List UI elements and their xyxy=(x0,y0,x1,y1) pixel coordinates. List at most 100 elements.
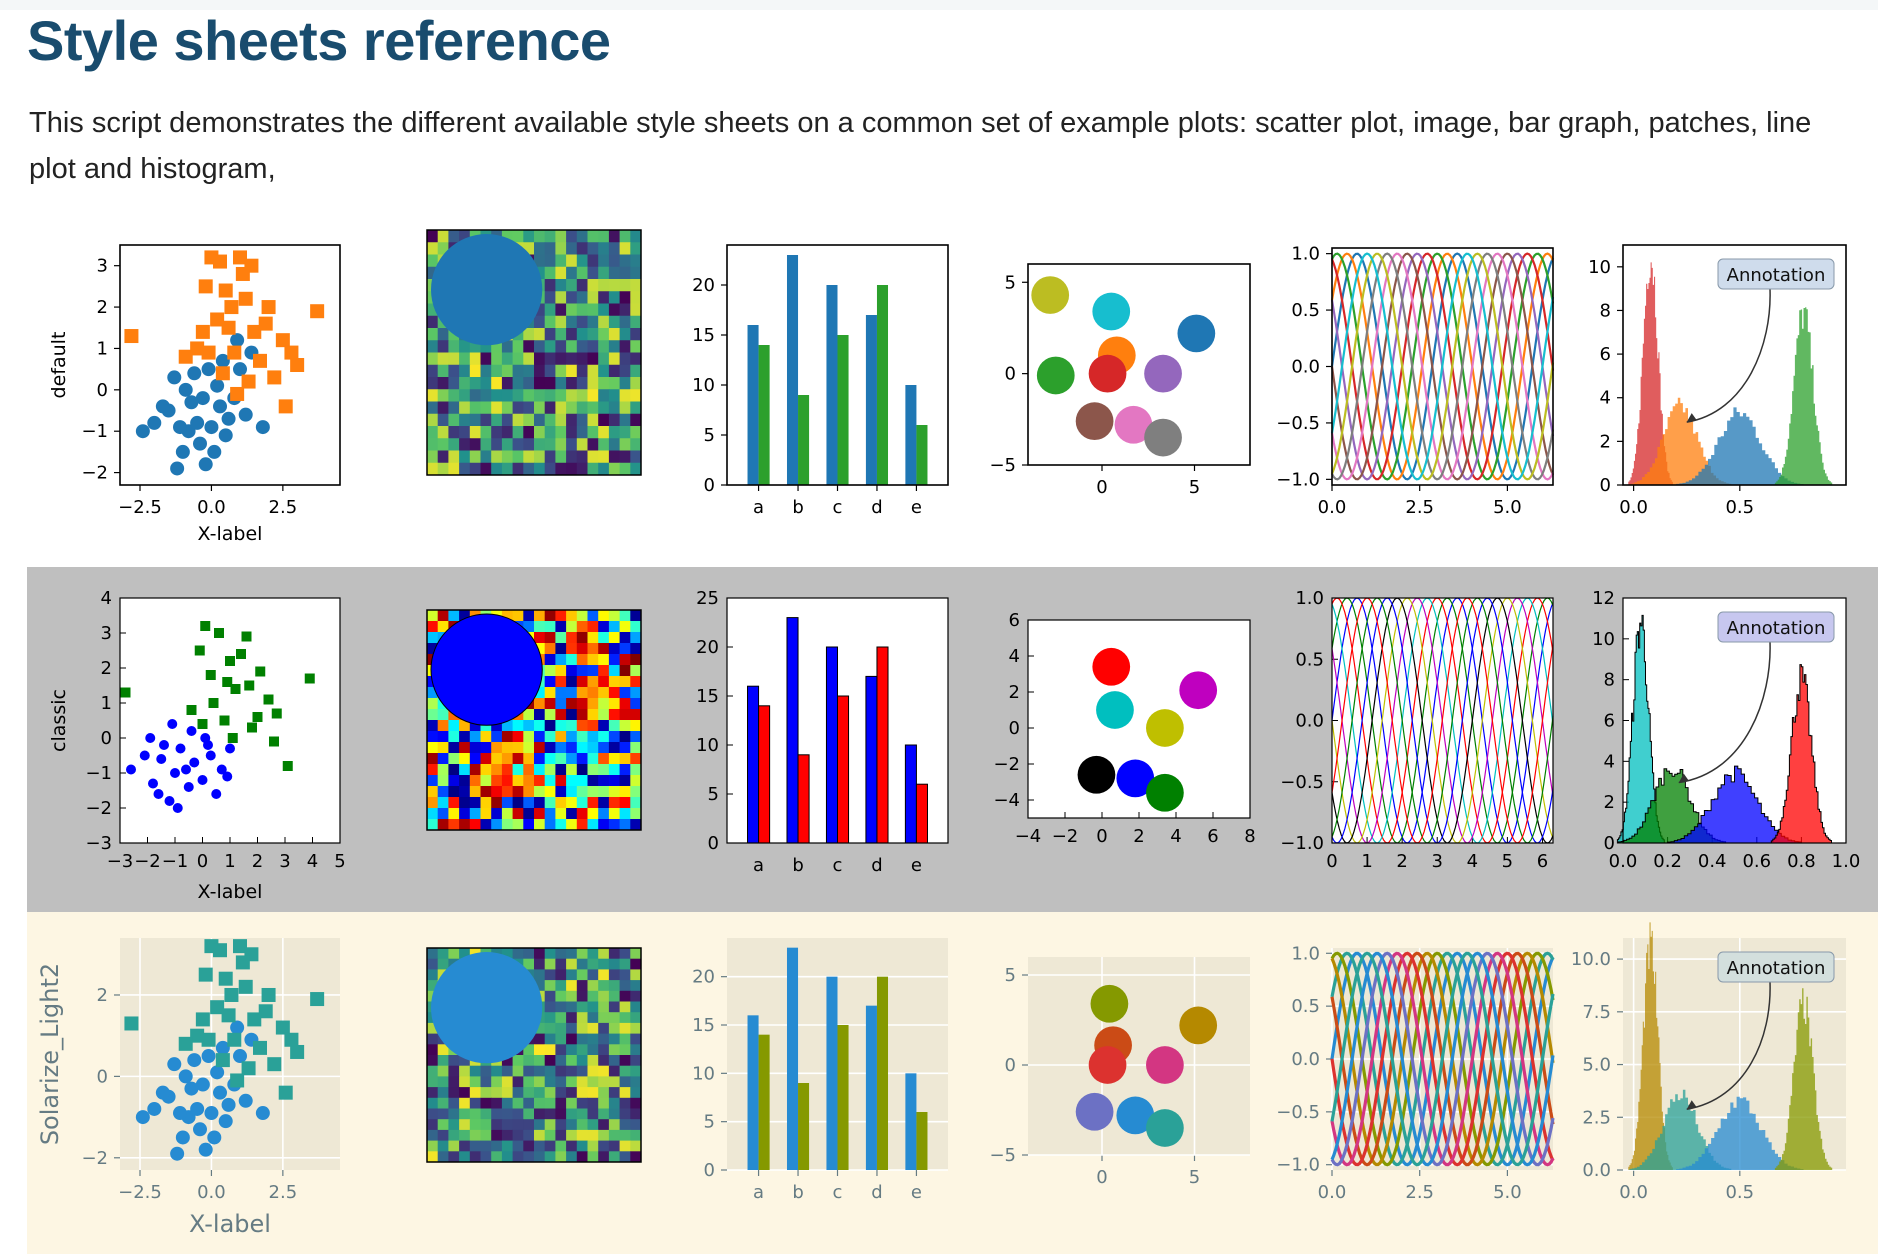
chart-default-2-cell xyxy=(608,303,621,317)
chart-default-2-cell xyxy=(576,328,588,341)
chart-classic-2-cell xyxy=(544,764,556,776)
chart-solarize-light2-2-cell xyxy=(512,948,524,960)
chart-solarize-light2-4-circle xyxy=(1088,1046,1127,1084)
chart-solarize-light2-2-cell xyxy=(544,1065,556,1077)
chart-default-2-cell xyxy=(544,352,556,366)
chart-classic-2-cell xyxy=(598,610,610,622)
chart-classic-2-cell xyxy=(523,610,535,622)
chart-classic-1-xtick-label: 0 xyxy=(197,851,208,872)
chart-default-2-cell xyxy=(448,389,460,402)
chart-default-6-annotation-arrowhead xyxy=(1686,413,1697,423)
chart-classic-1-point xyxy=(186,705,197,715)
chart-classic-5-xtick-label: 3 xyxy=(1432,851,1443,872)
chart-classic-5-ytick-label: 1.0 xyxy=(1295,588,1324,609)
chart-default-2-cell xyxy=(534,413,546,427)
chart-solarize-light2-1-point xyxy=(224,987,239,1002)
chart-classic-2-cell xyxy=(459,797,471,809)
chart-classic-2-cell xyxy=(576,665,588,677)
chart-default-1-point xyxy=(210,378,225,393)
chart-classic-2-cell xyxy=(576,643,588,655)
chart-classic-2-cell xyxy=(534,698,546,710)
chart-default-1-xtick-label: 0.0 xyxy=(197,497,226,518)
chart-solarize-light2-2-cell xyxy=(598,948,610,960)
chart-default-2-cell xyxy=(566,340,578,353)
chart-default-4-circle xyxy=(1088,354,1127,393)
chart-classic-2-cell xyxy=(448,786,460,798)
chart-solarize-light2-2-cell xyxy=(555,969,567,981)
chart-solarize-light2-2-cell xyxy=(459,1151,471,1163)
chart-classic-2-cell xyxy=(630,676,642,688)
chart-default-2-cell xyxy=(491,401,503,415)
chart-solarize-light2-2-cell xyxy=(448,1108,460,1120)
chart-solarize-light2-2-cell xyxy=(598,1087,610,1099)
chart-default-2-cell xyxy=(608,377,621,390)
chart-default-5: 0.0 2.5 5.0 −1.0 −0.5 0.0 0.5 1.0 xyxy=(1276,244,1555,518)
chart-solarize-light2-2-cell xyxy=(630,990,642,1002)
chart-classic-2-cell xyxy=(427,709,439,721)
chart-classic-2-cell xyxy=(630,709,642,721)
chart-default-1-point xyxy=(215,366,230,381)
chart-solarize-light2-6-hist-series xyxy=(1628,922,1673,1170)
chart-solarize-light2-2-cell xyxy=(576,948,588,960)
chart-solarize-light2-2-cell xyxy=(448,1076,460,1088)
chart-classic-2-cell xyxy=(448,764,460,776)
chart-solarize-light2-2-cell xyxy=(459,1119,471,1131)
chart-classic-2-cell xyxy=(608,709,621,721)
chart-default-1-point xyxy=(278,399,293,414)
chart-solarize-light2-2-cell xyxy=(534,1108,546,1120)
chart-solarize-light2-2-cell xyxy=(491,1076,503,1088)
chart-solarize-light2-2-cell xyxy=(619,1119,631,1131)
chart-default-2-cell xyxy=(566,303,578,317)
chart-solarize-light2-2-cell xyxy=(544,958,556,970)
chart-solarize-light2-2-cell xyxy=(523,1108,535,1120)
chart-solarize-light2-2-cell xyxy=(534,1151,546,1163)
chart-default-1-ytick-label: 1 xyxy=(97,338,108,359)
chart-solarize-light2-2-cell xyxy=(576,1151,588,1163)
chart-solarize-light2-1-point xyxy=(210,1065,225,1080)
chart-classic-2-cell xyxy=(587,709,599,721)
chart-solarize-light2-3-ytick-label: 20 xyxy=(692,967,715,988)
chart-classic-2-cell xyxy=(576,676,588,688)
chart-default-3-xtick-label: e xyxy=(911,497,922,518)
chart-classic-1-xlabel: X-label xyxy=(198,881,263,903)
chart-default-2-cell xyxy=(555,340,567,353)
chart-solarize-light2-1-point xyxy=(155,1085,170,1100)
chart-default-2-cell xyxy=(566,450,578,464)
chart-default-2-cell xyxy=(576,389,588,402)
chart-default-2-cell xyxy=(448,438,460,451)
chart-solarize-light2-2-cell xyxy=(587,1129,599,1142)
chart-classic-2-cell xyxy=(544,610,556,622)
chart-solarize-light2-1-point xyxy=(210,1000,225,1015)
intro-paragraph: This script demonstrates the different a… xyxy=(29,107,1812,185)
chart-solarize-light2-2-cell xyxy=(598,1022,610,1035)
chart-classic-1-point xyxy=(225,656,235,666)
chart-classic-1-ytick-label: 2 xyxy=(101,658,112,679)
chart-solarize-light2-1-point xyxy=(201,1032,216,1047)
chart-classic-2-cell xyxy=(534,731,546,743)
chart-classic-2-cell xyxy=(608,643,621,655)
chart-solarize-light2-2-cell xyxy=(555,1108,567,1120)
chart-default-2-cell xyxy=(534,242,546,255)
chart-classic-2-cell xyxy=(598,731,610,743)
chart-solarize-light2-2-cell xyxy=(534,1129,546,1142)
chart-solarize-light2-2-cell xyxy=(523,948,535,960)
chart-classic-2-cell xyxy=(619,797,631,809)
chart-classic-2-cell xyxy=(566,775,578,787)
chart-classic-4-circle xyxy=(1146,773,1184,812)
chart-classic-3-xtick-label: c xyxy=(833,855,843,876)
chart-default-2-cell xyxy=(512,364,524,378)
chart-default-2-cell xyxy=(491,426,503,439)
chart-classic-2-cell xyxy=(491,819,503,831)
chart-classic-1-ytick-label: −3 xyxy=(85,833,112,854)
chart-solarize-light2-2-cell xyxy=(469,1097,481,1109)
chart-default-2-cell xyxy=(427,303,439,317)
chart-solarize-light2-2-cell xyxy=(534,1119,546,1131)
chart-classic-2-cell xyxy=(491,731,503,743)
chart-default-2-cell xyxy=(544,315,556,329)
chart-default-2-cell xyxy=(501,450,514,464)
chart-default-2-cell xyxy=(619,315,631,329)
chart-classic-2-cell xyxy=(544,709,556,721)
chart-default-2-cell xyxy=(459,377,471,390)
chart-solarize-light2-2-circle-patch xyxy=(431,952,543,1064)
chart-classic-2-cell xyxy=(437,753,449,765)
